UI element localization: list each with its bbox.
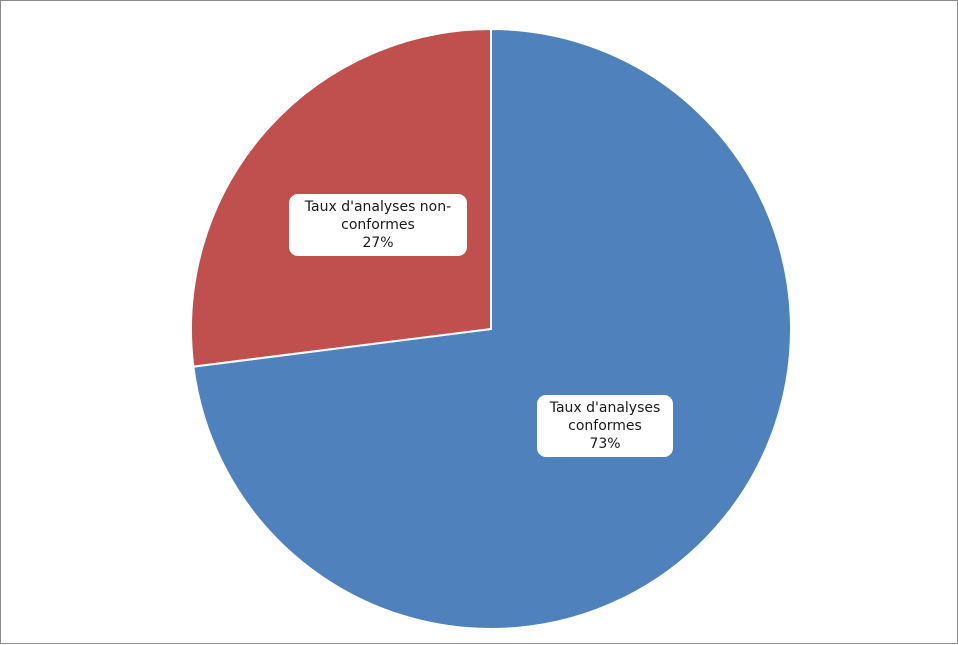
data-label-conformes-line-2: conformes xyxy=(568,418,642,434)
data-label-non-conformes-line-1: Taux d'analyses non- xyxy=(304,199,452,215)
data-label-conformes-line-1: Taux d'analyses xyxy=(549,400,661,416)
data-label-conformes-value: 73% xyxy=(589,436,621,452)
data-label-non-conformes-value: 27% xyxy=(362,235,394,251)
pie-slice-conformes xyxy=(192,27,792,630)
data-label-non-conformes-line-2: conformes xyxy=(341,217,415,233)
data-label-non-conformes: Taux d'analyses non- conformes 27% xyxy=(289,194,467,256)
data-label-conformes: Taux d'analyses conformes 73% xyxy=(537,395,673,457)
